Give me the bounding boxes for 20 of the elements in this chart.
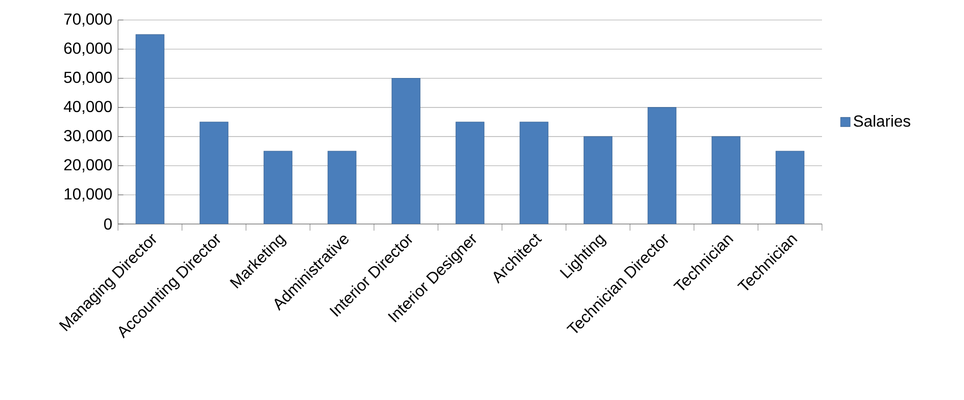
bar <box>328 150 356 224</box>
y-tick-label: 30,000 <box>64 130 112 144</box>
y-tick-label: 40,000 <box>64 100 112 114</box>
y-tick-label: 20,000 <box>64 159 112 172</box>
y-tick-label: 0 <box>104 218 112 230</box>
bar <box>456 122 484 224</box>
bar <box>712 136 740 224</box>
y-tick-label: 60,000 <box>64 42 112 56</box>
y-tick-label: 70,000 <box>64 13 112 27</box>
bar <box>264 150 292 224</box>
y-tick-label: 50,000 <box>64 72 112 85</box>
bar <box>584 136 612 224</box>
bar <box>648 107 676 224</box>
bar <box>520 122 548 224</box>
bar <box>392 78 420 224</box>
y-tick-label: 10,000 <box>64 188 112 202</box>
bar <box>200 122 228 224</box>
bar <box>776 150 804 224</box>
bar <box>136 34 164 224</box>
legend-label: Salaries <box>854 115 910 127</box>
